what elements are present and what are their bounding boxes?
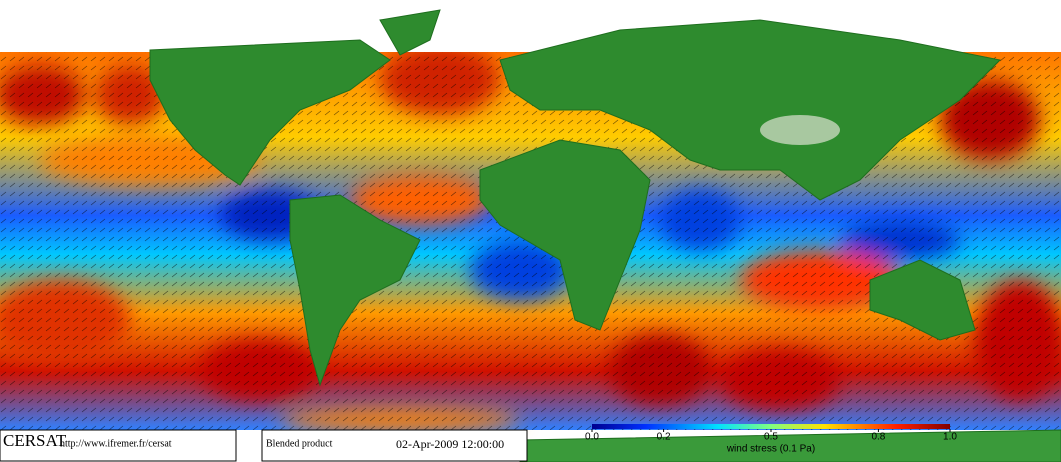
credit-box xyxy=(0,429,237,462)
url[interactable]: http://www.ifremer.fr/cersat xyxy=(60,438,172,449)
colorbar-tick-label: 1.0 xyxy=(943,432,957,443)
colorbar-tick-label: 0.5 xyxy=(764,432,778,443)
product: Blended product xyxy=(266,438,333,449)
colorbar-tick-label: 0.8 xyxy=(871,432,885,443)
product-box xyxy=(261,429,528,462)
logo: CERSAT xyxy=(3,431,67,450)
colorbar-tick-label: 0.0 xyxy=(585,432,599,443)
footer: CERSAT http://www.ifremer.fr/cersat Blen… xyxy=(0,429,528,462)
colorbar-label: wind stress (0.1 Pa) xyxy=(726,444,815,455)
colorbar: wind stress (0.1 Pa) 0.0 0.2 0.5 0.8 1.0 xyxy=(585,424,957,455)
colorbar-tick-label: 0.2 xyxy=(657,432,671,443)
date: 02-Apr-2009 12:00:00 xyxy=(396,437,504,451)
colorbar-gradient xyxy=(592,424,950,429)
